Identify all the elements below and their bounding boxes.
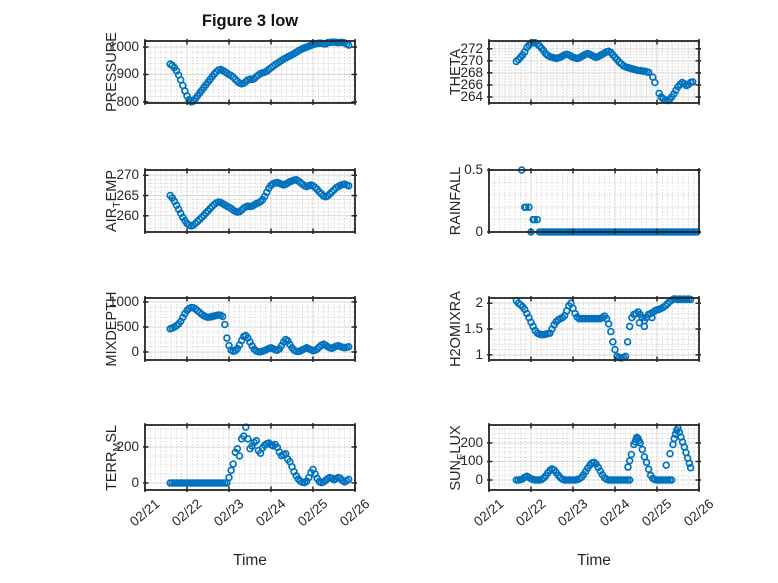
y-tick-label: 1000 [108,39,139,55]
plot-area-rainfall [487,166,701,236]
y-tick-label: 0.5 [464,162,483,177]
y-tick-label: 800 [116,93,139,109]
y-tick-label: 0 [475,472,483,487]
x-axis-label-right: Time [577,552,611,569]
y-tick-label: 266 [460,76,483,92]
y-tick-label: 200 [460,434,483,450]
y-tick-label: 200 [116,438,139,454]
y-axis-label-h2omixra: H2OMIXRA [448,291,464,367]
plot-area-theta [487,39,701,105]
plot-area-mixdepth [143,296,357,362]
y-tick-label: 1.5 [464,321,483,336]
y-tick-label: 1000 [108,294,139,309]
plot-area-sun-flux [487,423,701,492]
y-axis-label-air-temp: AIRTEMP [104,169,123,233]
y-tick-label: 270 [116,167,139,183]
plot-area-terr-msl [143,423,357,492]
y-tick-label: 265 [116,187,139,203]
y-tick-label: 2 [475,295,483,311]
y-axis-label-pressure: PRESSURE [104,32,120,112]
y-tick-label: 268 [460,64,483,80]
plot-area-pressure [143,38,357,106]
y-axis-label-rainfall: RAINFALL [448,166,464,236]
y-tick-label: 272 [460,40,483,56]
y-axis-label-terr-msl: TERRMSL [104,424,123,491]
y-axis-label-mixdepth: MIXDEPTH [104,291,120,367]
y-tick-label: 100 [460,453,483,469]
x-axis-label-left: Time [233,552,267,569]
figure-title: Figure 3 low [201,12,299,30]
y-tick-label: 500 [116,319,139,334]
y-tick-label: 270 [460,52,483,68]
y-tick-label: 260 [116,207,139,223]
y-tick-label: 264 [460,88,483,104]
y-tick-label: 0 [131,344,139,359]
y-tick-label: 900 [116,66,139,82]
y-tick-label: 1 [475,346,483,362]
y-tick-label: 0 [475,224,483,239]
plot-area-air-temp [143,168,357,234]
plot-area-h2omixra [487,295,701,362]
y-axis-label-sun-flux: SUNFLUX [448,424,467,491]
y-axis-label-theta: THETA [448,48,464,96]
y-tick-label: 0 [131,474,139,490]
